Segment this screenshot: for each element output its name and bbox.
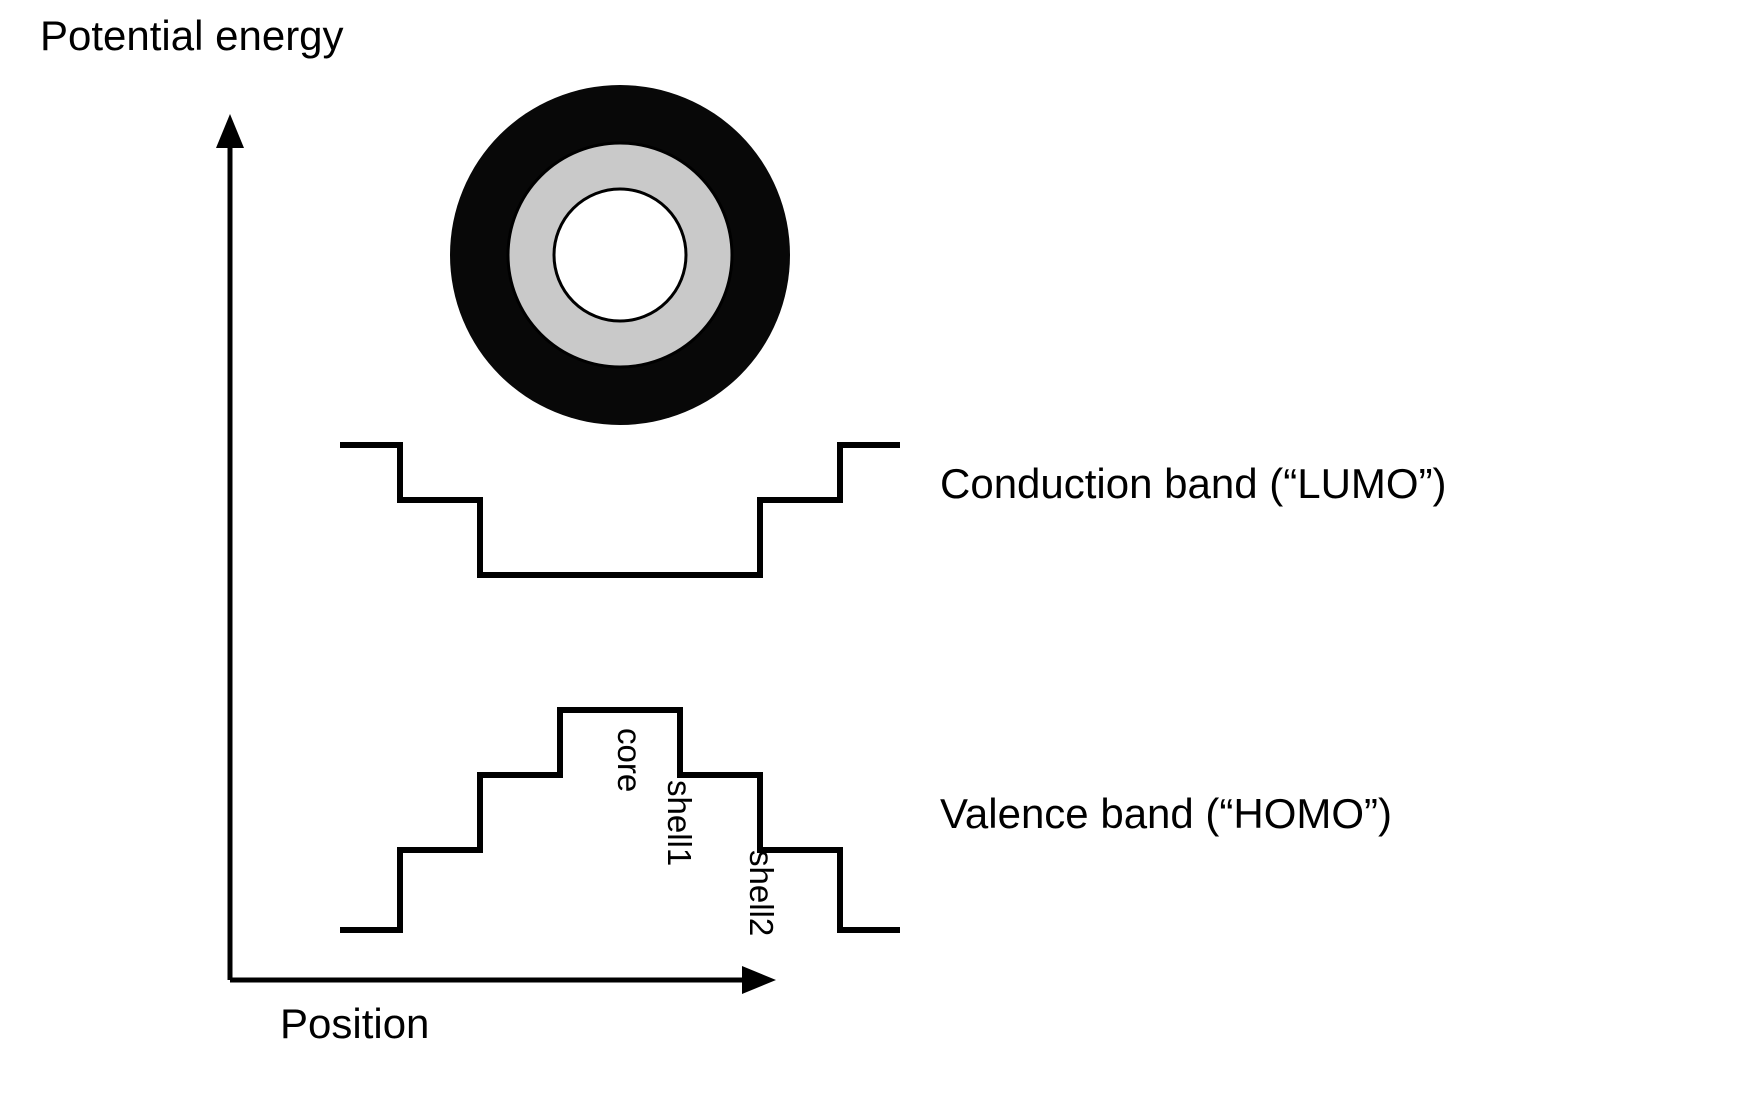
conduction-band-curve — [340, 445, 900, 575]
valence-band-label: Valence band (“HOMO”) — [940, 790, 1392, 838]
shell1-label: shell1 — [660, 780, 698, 866]
x-axis-arrow-icon — [742, 966, 776, 994]
core-label: core — [610, 728, 648, 792]
y-axis-label: Potential energy — [40, 12, 344, 60]
shell2-label: shell2 — [742, 850, 780, 936]
particle-core-icon — [554, 189, 686, 321]
conduction-band-label: Conduction band (“LUMO”) — [940, 460, 1447, 508]
x-axis-label: Position — [280, 1000, 429, 1048]
y-axis-arrow-icon — [216, 114, 244, 148]
